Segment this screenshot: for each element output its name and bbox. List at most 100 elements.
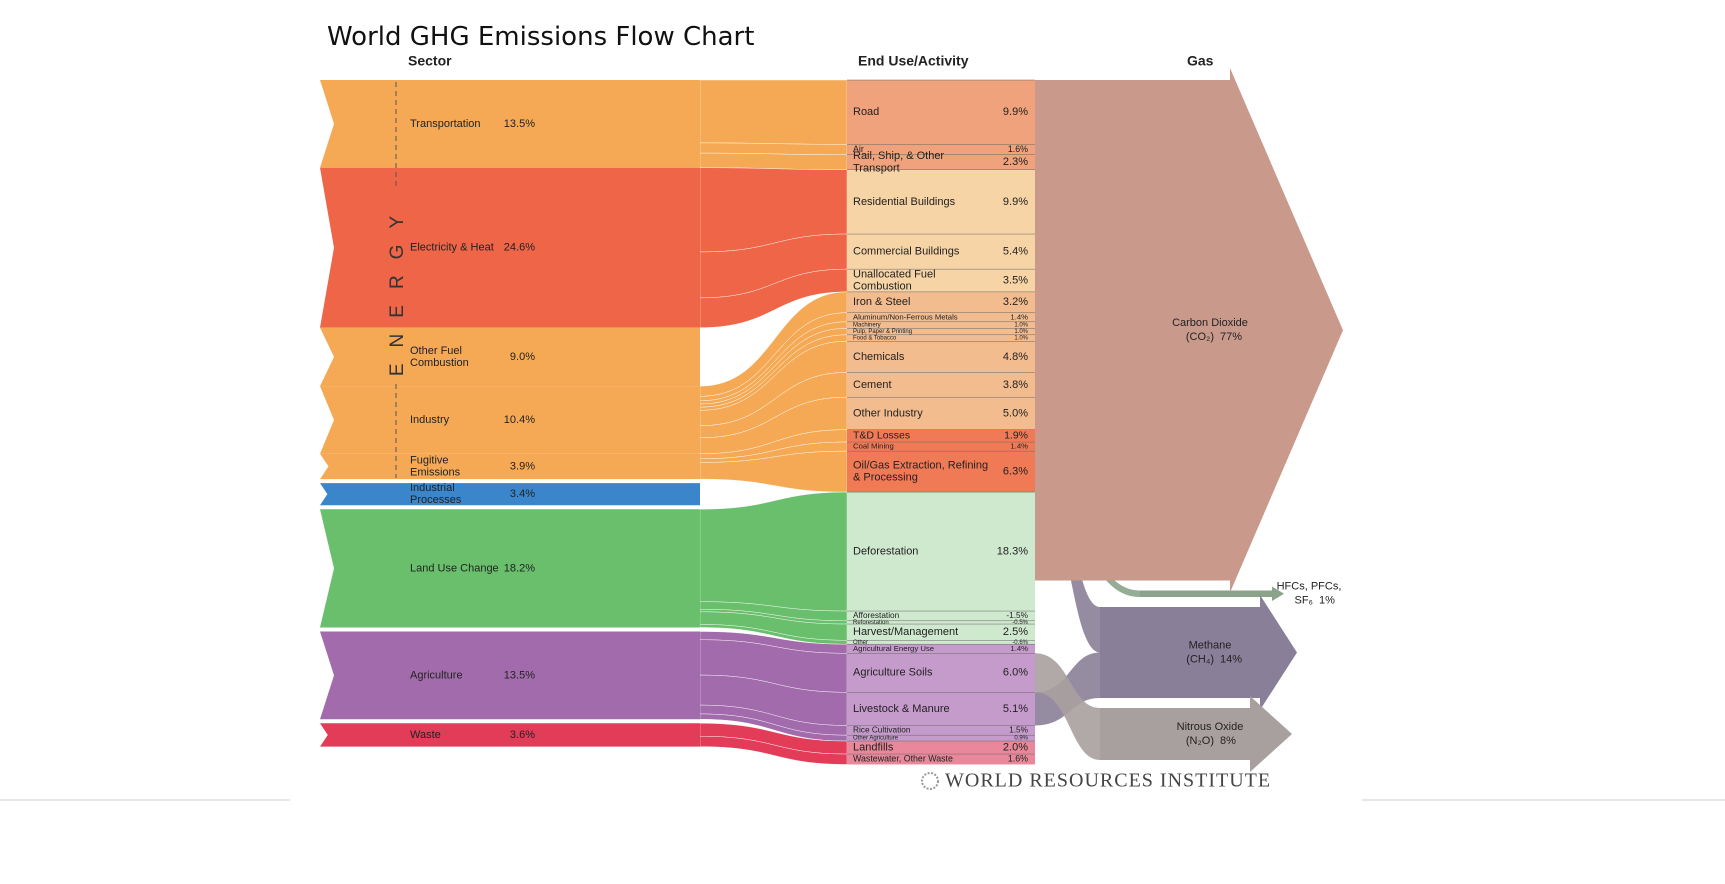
- gas-arrow: [1140, 586, 1284, 601]
- column-title: End Use/Activity: [858, 53, 969, 69]
- end-use-block: [847, 640, 1035, 645]
- blocks: [320, 68, 1343, 772]
- end-use-name: Oil/Gas Extraction, Refining & Processin…: [853, 459, 991, 483]
- end-use-value: 3.2%: [1003, 296, 1028, 308]
- sector-name: Industrial Processes: [410, 482, 462, 506]
- end-use-block: [847, 397, 1035, 430]
- gas-arrow: [1035, 68, 1343, 593]
- sector-name: Electricity & Heat: [410, 242, 494, 254]
- sector-name: Transportation: [410, 118, 481, 130]
- sector-value: 13.5%: [504, 669, 535, 681]
- end-use-name: Road: [853, 106, 879, 118]
- end-use-name: Rail, Ship, & Other Transport: [853, 150, 947, 174]
- end-use-name: Aluminum/Non-Ferrous Metals: [853, 312, 958, 321]
- sector-value: 3.4%: [510, 488, 535, 500]
- end-use-block: [847, 154, 1035, 170]
- sector-block: [320, 167, 700, 328]
- end-use-block: [847, 692, 1035, 726]
- end-use-value: -0.6%: [1012, 640, 1028, 646]
- end-use-block: [847, 234, 1035, 270]
- end-use-name: Rice Cultivation: [853, 726, 911, 735]
- gas-formula: SF₆: [1295, 595, 1314, 607]
- end-use-block: [847, 372, 1035, 398]
- sector-name: Waste: [410, 729, 441, 741]
- gas-value: 14%: [1220, 653, 1242, 665]
- end-use-value: -0.5%: [1012, 620, 1028, 626]
- end-use-name: Agricultural Energy Use: [853, 644, 934, 653]
- sector-name: Fugitive Emissions: [410, 454, 461, 478]
- energy-label: ENERGY: [387, 200, 408, 376]
- sector-name: Agriculture: [410, 669, 463, 681]
- end-use-block: [847, 754, 1035, 765]
- end-use-value: 9.9%: [1003, 106, 1028, 118]
- end-use-value: 9.9%: [1003, 196, 1028, 208]
- end-use-block: [847, 492, 1035, 612]
- end-use-block: [847, 144, 1035, 155]
- end-use-value: 1.4%: [1010, 442, 1028, 451]
- end-use-block: [847, 80, 1035, 145]
- end-use-name: Coal Mining: [853, 442, 894, 451]
- end-use-block: [847, 328, 1035, 335]
- sector-value: 13.5%: [504, 118, 535, 130]
- end-use-value: -1.5%: [1006, 611, 1028, 620]
- end-use-name: Reforestation: [853, 620, 889, 626]
- column-title: Sector: [408, 53, 452, 69]
- gas-name: Methane: [1189, 639, 1232, 651]
- sector-block: [320, 509, 700, 628]
- sector-value: 10.4%: [504, 414, 535, 426]
- end-use-block: [847, 269, 1035, 292]
- end-use-name: Wastewater, Other Waste: [853, 754, 953, 764]
- end-use-block: [847, 169, 1035, 235]
- gas-name: Nitrous Oxide: [1177, 721, 1244, 733]
- end-use-value: 1.6%: [1008, 144, 1028, 154]
- sector-block: [320, 631, 700, 720]
- end-use-value: 2.3%: [1003, 156, 1028, 168]
- end-use-name: Unallocated Fuel Combustion: [853, 268, 939, 292]
- end-use-block: [847, 442, 1035, 452]
- end-use-name: Livestock & Manure: [853, 703, 950, 715]
- gas-name: Carbon Dioxide: [1172, 317, 1248, 329]
- end-use-name: Harvest/Management: [853, 626, 958, 638]
- end-use-value: 18.3%: [997, 545, 1028, 557]
- sector-name: Other Fuel Combustion: [410, 345, 469, 369]
- sector-block: [320, 327, 700, 387]
- end-use-value: 1.6%: [1008, 754, 1028, 764]
- end-use-block: [847, 741, 1035, 755]
- end-use-value: 1.0%: [1014, 329, 1028, 335]
- end-use-block: [847, 653, 1035, 693]
- end-use-value: 3.5%: [1003, 274, 1028, 286]
- gas-value: 77%: [1220, 331, 1242, 343]
- end-use-name: Cement: [853, 379, 892, 391]
- end-use-block: [847, 624, 1035, 641]
- column-title: Gas: [1187, 53, 1214, 69]
- end-use-block: [847, 334, 1035, 342]
- end-use-value: 5.1%: [1003, 703, 1028, 715]
- sector-block: [320, 80, 700, 168]
- logo-icon: [921, 772, 939, 790]
- end-use-name: Machinery: [853, 323, 881, 329]
- end-use-block: [847, 725, 1035, 736]
- gas-formula: (N₂O): [1186, 735, 1214, 747]
- end-use-name: Pulp, Paper & Printing: [853, 329, 912, 335]
- end-use-block: [847, 620, 1035, 625]
- flows: [699, 79, 1140, 765]
- end-use-value: 1.0%: [1014, 336, 1028, 342]
- end-use-name: Iron & Steel: [853, 296, 910, 308]
- labels: ENERGY Transportation 13.5% Electricity & …: [387, 82, 1341, 764]
- end-use-value: 6.0%: [1003, 667, 1028, 679]
- footer: WORLD RESOURCES INSTITUTE: [945, 770, 1271, 792]
- sector-value: 9.0%: [510, 351, 535, 363]
- gas-name: HFCs, PFCs,: [1277, 581, 1342, 593]
- sector-block: [320, 483, 700, 506]
- sector-value: 24.6%: [504, 242, 535, 254]
- end-use-block: [847, 312, 1035, 322]
- end-use-block: [847, 644, 1035, 654]
- end-use-name: Air: [853, 144, 864, 154]
- gas-formula: (CH₄): [1186, 653, 1214, 665]
- sector-block: [320, 723, 700, 747]
- sector-value: 3.6%: [510, 729, 535, 741]
- end-use-value: 3.8%: [1003, 379, 1028, 391]
- flow-ribbon: [699, 142, 848, 155]
- gas-formula: (CO₂): [1186, 331, 1214, 343]
